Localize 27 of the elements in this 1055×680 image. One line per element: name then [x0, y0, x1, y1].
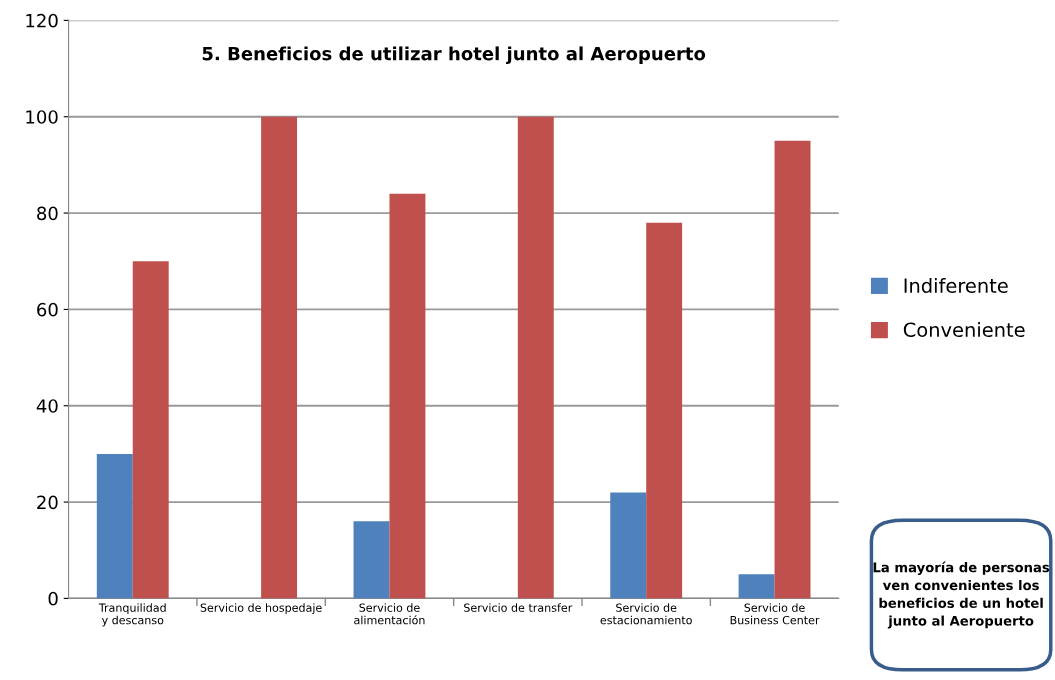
x-tick-label: Servicio de estacionamiento	[600, 603, 692, 625]
x-tick-label: Servicio de Business Center	[730, 603, 820, 625]
y-tick-label: 120	[26, 13, 58, 28]
bar	[96, 453, 133, 599]
bar	[389, 193, 426, 599]
bar	[353, 521, 390, 599]
x-tick-label: Servicio de hospedaje	[200, 603, 322, 615]
bar	[610, 492, 647, 599]
text: La mayoría de personas ven convenientes los beneficios de un hotel junto al Aeropuerto	[873, 561, 1050, 629]
x-tick-label: Servicio de alimentación	[354, 603, 425, 625]
x-tick-label: Servicio de transfer	[464, 603, 573, 612]
y-tick-label: 40	[36, 399, 58, 413]
legend-label: Indiferente	[904, 277, 1008, 293]
legend-label: Conveniente	[903, 322, 1025, 338]
y-tick-label: 100	[26, 110, 58, 124]
y-tick-label: 80	[37, 206, 58, 221]
x-tick-label: Tranquilidad y descanso	[98, 603, 166, 627]
bar	[132, 261, 169, 599]
bar	[646, 222, 683, 599]
text: 5. Beneficios de utilizar hotel junto al Aeropuerto	[202, 46, 706, 65]
y-tick-label: 20	[37, 495, 58, 510]
bar	[774, 140, 811, 599]
y-tick-label: 60	[37, 302, 58, 317]
bar	[517, 116, 554, 599]
bar	[738, 574, 775, 599]
y-tick-label: 0	[48, 591, 58, 606]
bar	[261, 116, 298, 599]
